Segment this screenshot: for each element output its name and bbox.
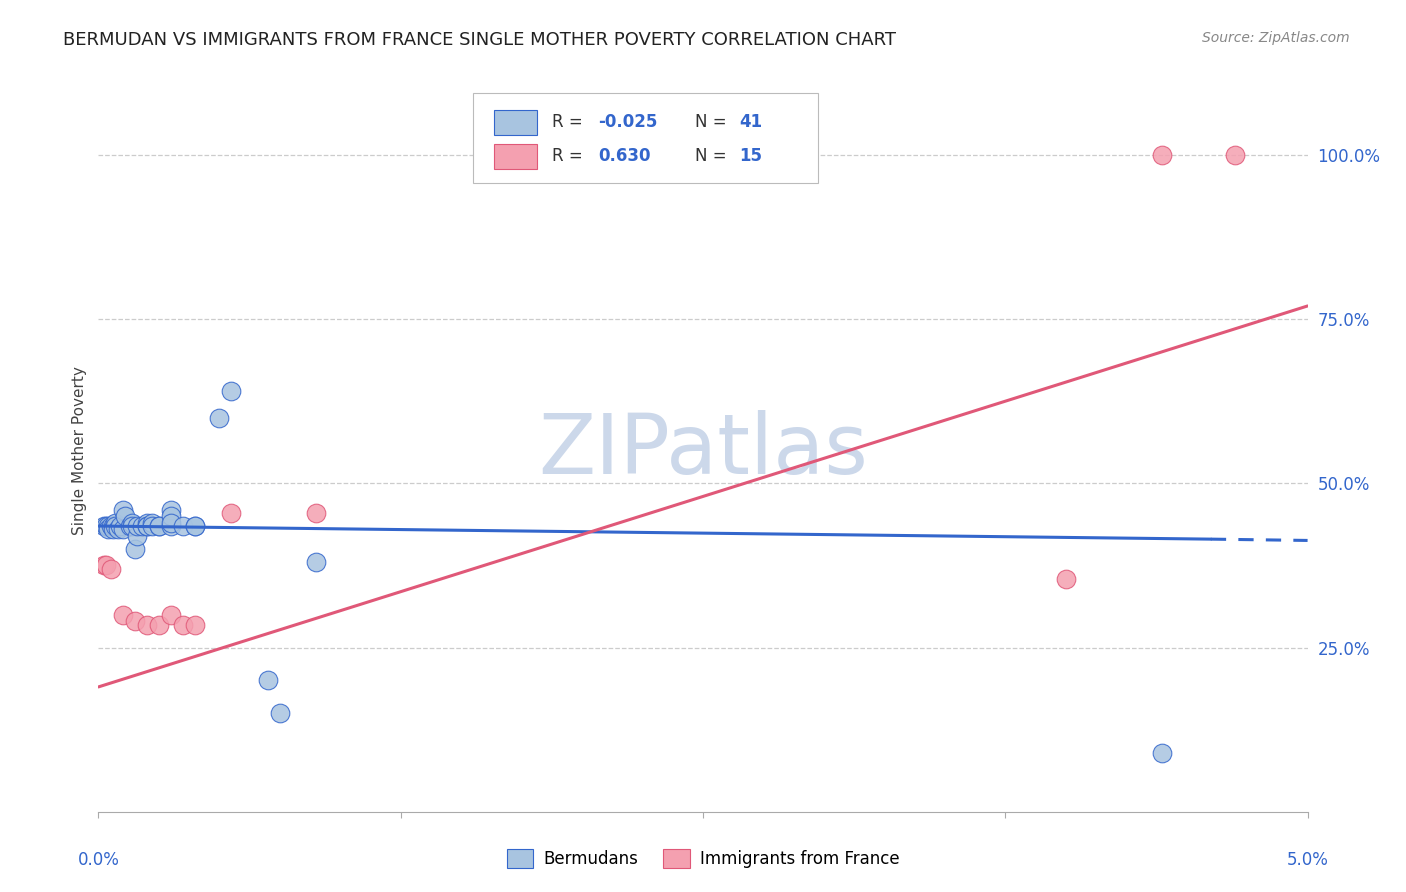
Point <box>1223 148 1246 162</box>
Text: 0.630: 0.630 <box>598 147 651 165</box>
Point <box>97 522 120 536</box>
Point <box>269 706 291 721</box>
Point <box>305 555 328 569</box>
FancyBboxPatch shape <box>494 110 537 135</box>
Legend: Bermudans, Immigrants from France: Bermudans, Immigrants from France <box>501 842 905 875</box>
Point <box>94 558 117 573</box>
Text: N =: N = <box>695 113 731 131</box>
Point <box>135 519 157 533</box>
Point <box>104 519 127 533</box>
Point <box>135 516 157 530</box>
Point <box>104 516 127 530</box>
Point <box>107 522 129 536</box>
Point <box>141 519 163 533</box>
Point <box>148 617 170 632</box>
Point <box>121 519 143 533</box>
Point <box>1054 572 1077 586</box>
Point <box>160 516 183 530</box>
Text: R =: R = <box>551 147 588 165</box>
Text: 0.0%: 0.0% <box>77 852 120 870</box>
Point <box>93 558 115 573</box>
Point <box>141 516 163 530</box>
Point <box>101 519 124 533</box>
Text: 41: 41 <box>740 113 762 131</box>
Text: -0.025: -0.025 <box>598 113 657 131</box>
Point <box>131 519 153 533</box>
Point <box>135 519 157 533</box>
Point <box>93 519 115 533</box>
Point <box>135 617 157 632</box>
Point <box>108 519 131 533</box>
Text: ZIPatlas: ZIPatlas <box>538 410 868 491</box>
Point <box>160 509 183 524</box>
Point <box>148 519 170 533</box>
Point <box>124 614 146 628</box>
Point <box>118 519 141 533</box>
Point <box>111 522 134 536</box>
Point <box>160 607 183 622</box>
Point <box>100 562 122 576</box>
Text: 15: 15 <box>740 147 762 165</box>
Point <box>127 519 149 533</box>
Text: Source: ZipAtlas.com: Source: ZipAtlas.com <box>1202 31 1350 45</box>
Point <box>172 617 194 632</box>
Point <box>305 506 328 520</box>
Point <box>111 502 134 516</box>
Point <box>101 522 124 536</box>
Point <box>221 506 243 520</box>
Text: R =: R = <box>551 113 588 131</box>
Point <box>127 529 149 543</box>
Point <box>160 519 183 533</box>
Point <box>172 519 194 533</box>
Point <box>94 519 117 533</box>
Text: N =: N = <box>695 147 731 165</box>
Point <box>111 607 134 622</box>
Text: BERMUDAN VS IMMIGRANTS FROM FRANCE SINGLE MOTHER POVERTY CORRELATION CHART: BERMUDAN VS IMMIGRANTS FROM FRANCE SINGL… <box>63 31 896 49</box>
Point <box>160 502 183 516</box>
Text: 5.0%: 5.0% <box>1286 852 1329 870</box>
Point <box>208 410 231 425</box>
Point <box>1152 148 1174 162</box>
Point <box>184 519 207 533</box>
FancyBboxPatch shape <box>494 145 537 169</box>
Point <box>114 509 136 524</box>
Y-axis label: Single Mother Poverty: Single Mother Poverty <box>72 366 87 535</box>
Point <box>124 541 146 556</box>
Point <box>256 673 278 688</box>
Point <box>221 384 243 399</box>
Point <box>184 519 207 533</box>
Point <box>1152 746 1174 760</box>
Point <box>100 519 122 533</box>
Point <box>148 519 170 533</box>
Point <box>97 519 120 533</box>
FancyBboxPatch shape <box>474 93 818 183</box>
Point <box>121 516 143 530</box>
Point <box>184 617 207 632</box>
